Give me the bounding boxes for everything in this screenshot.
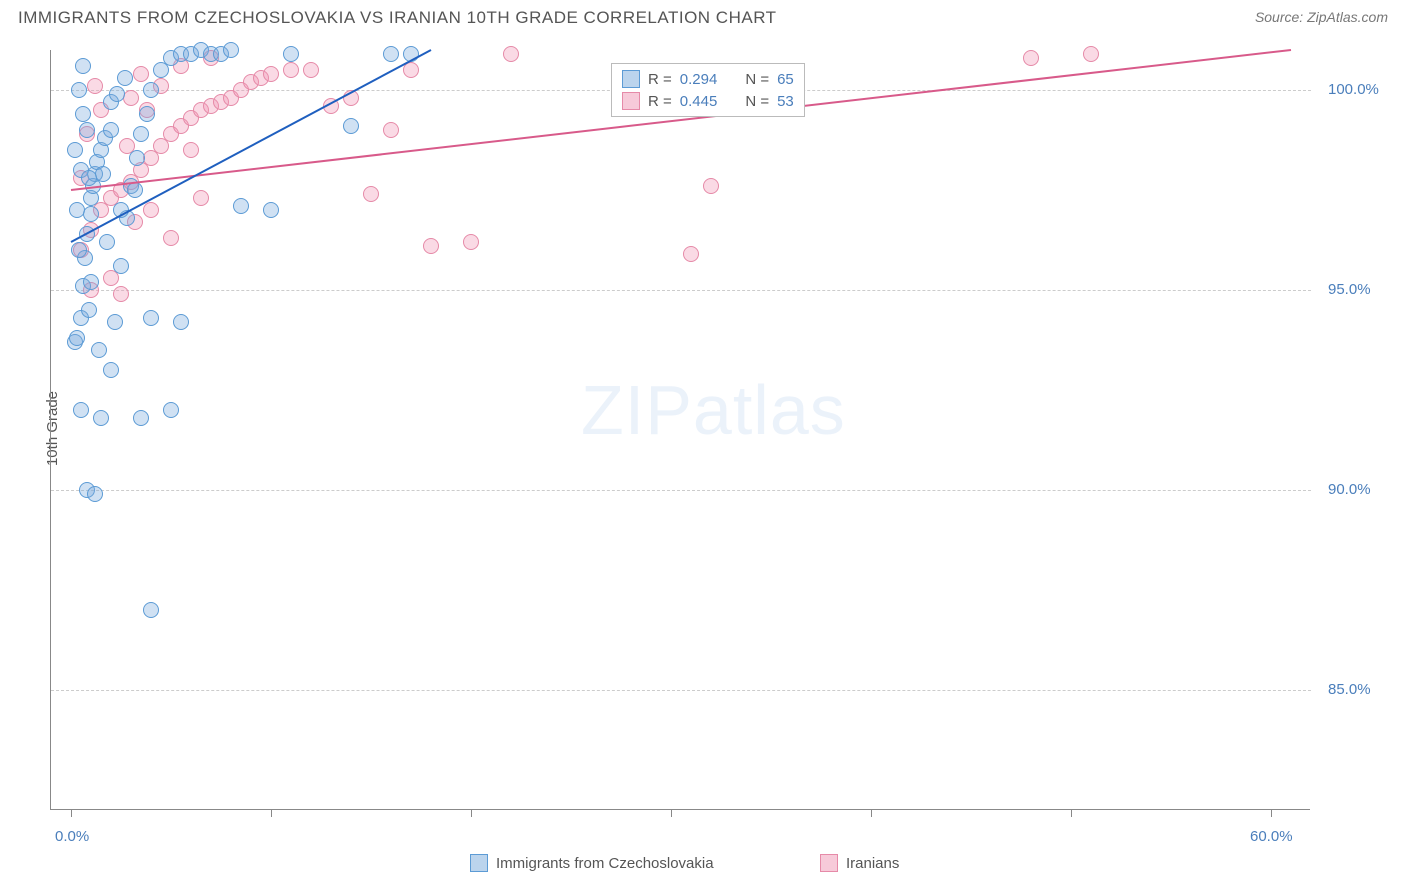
n-value-b: 53 (777, 93, 794, 110)
r-value-b: 0.445 (680, 93, 718, 110)
stats-legend: R = 0.294 N = 65 R = 0.445 N = 53 (611, 63, 805, 117)
r-label: R = (648, 71, 672, 88)
x-tick (671, 809, 672, 817)
x-tick (1071, 809, 1072, 817)
source-name: ZipAtlas.com (1307, 9, 1388, 25)
chart-plot-area: ZIPatlas R =0.294N =65R =0.445N =53 (50, 50, 1310, 810)
y-tick-label: 90.0% (1328, 481, 1371, 498)
swatch-b-icon (820, 854, 838, 872)
x-tick (71, 809, 72, 817)
legend-b-label: Iranians (846, 855, 899, 872)
r-label: R = (648, 93, 672, 110)
trend-line (51, 50, 1311, 810)
x-tick-label-min: 0.0% (55, 828, 89, 845)
bottom-legend-a: Immigrants from Czechoslovakia (470, 854, 714, 872)
stats-row-a: R = 0.294 N = 65 (622, 68, 794, 90)
source-label: Source: ZipAtlas.com (1255, 9, 1388, 27)
n-value-a: 65 (777, 71, 794, 88)
source-prefix: Source: (1255, 9, 1307, 25)
bottom-legend-b: Iranians (820, 854, 899, 872)
n-label: N = (745, 71, 769, 88)
n-label: N = (745, 93, 769, 110)
swatch-b-icon (622, 92, 640, 110)
swatch-a-icon (622, 70, 640, 88)
chart-title: IMMIGRANTS FROM CZECHOSLOVAKIA VS IRANIA… (18, 8, 777, 28)
x-tick-label-max: 60.0% (1250, 828, 1293, 845)
legend-a-label: Immigrants from Czechoslovakia (496, 855, 714, 872)
y-tick-label: 100.0% (1328, 81, 1379, 98)
y-tick-label: 95.0% (1328, 281, 1371, 298)
swatch-a-icon (470, 854, 488, 872)
y-tick-label: 85.0% (1328, 681, 1371, 698)
x-tick (271, 809, 272, 817)
x-tick (1271, 809, 1272, 817)
x-tick (471, 809, 472, 817)
r-value-a: 0.294 (680, 71, 718, 88)
stats-row-b: R = 0.445 N = 53 (622, 90, 794, 112)
x-tick (871, 809, 872, 817)
